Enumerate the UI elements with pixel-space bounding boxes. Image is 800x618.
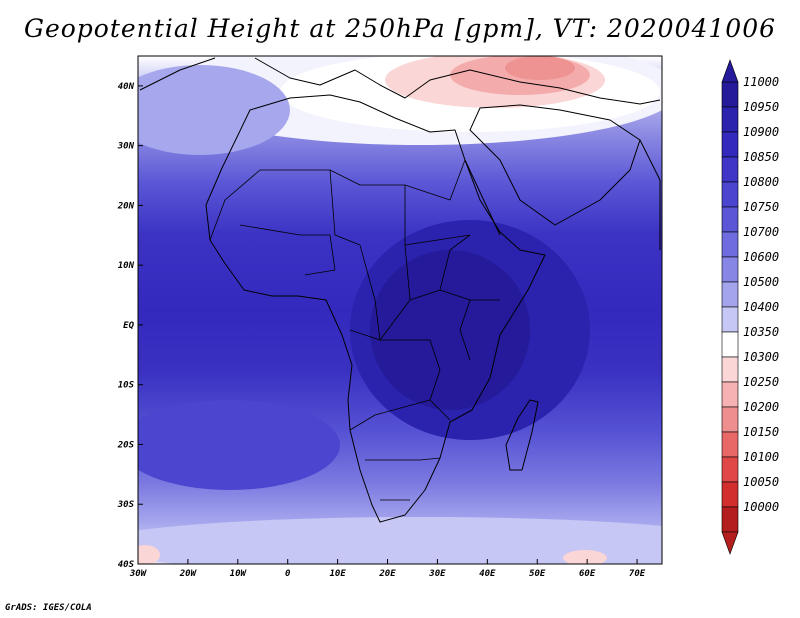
colorbar-label: 11000	[743, 75, 779, 89]
colorbar-label: 10050	[743, 475, 779, 489]
lon-label: 60E	[579, 569, 596, 579]
map-title: Geopotential Height at 250hPa [gpm], VT:…	[23, 14, 777, 43]
colorbar-swatch	[721, 456, 739, 483]
map-field	[138, 56, 662, 564]
colorbar-swatch	[721, 281, 739, 308]
lat-label: EQ	[123, 321, 134, 331]
coastlines	[139, 57, 661, 523]
colorbar-swatch	[721, 256, 739, 283]
colorbar-swatch	[721, 481, 739, 508]
grads-credit: GrADS: IGES/COLA	[5, 603, 92, 613]
lon-label: 50E	[529, 569, 546, 579]
colorbar-label: 10700	[743, 225, 779, 239]
colorbar-swatch	[721, 181, 739, 208]
colorbar-swatch	[721, 431, 739, 458]
colorbar-label: 10850	[743, 150, 779, 164]
field-west-light	[138, 65, 290, 155]
lon-label: 70E	[629, 569, 646, 579]
lat-label: 10S	[118, 381, 135, 391]
colorbar-swatch	[721, 506, 739, 533]
colorbar-label: 10500	[743, 275, 779, 289]
lon-label: 0	[285, 569, 291, 579]
colorbar-label: 10900	[743, 125, 779, 139]
colorbar-swatch	[721, 331, 739, 358]
lon-label: 20E	[378, 569, 396, 579]
colorbar-top-arrow	[721, 59, 739, 83]
colorbar-swatch	[721, 206, 739, 233]
lon-label: 20W	[179, 569, 198, 579]
country-borders	[209, 159, 500, 501]
colorbar-label: 10750	[743, 200, 779, 214]
colorbar-label: 10400	[743, 300, 779, 314]
colorbar-swatch	[721, 406, 739, 433]
colorbar-swatch	[721, 356, 739, 383]
field-core-2	[370, 250, 530, 410]
lon-label: 10W	[230, 569, 248, 579]
colorbar-label: 10950	[743, 100, 779, 114]
europe-coast	[139, 57, 661, 105]
longitude-labels: 30W 20W 10W 0 10E 20E 30E 40E 50E 60E 70E	[129, 559, 646, 579]
lat-label: 30N	[117, 142, 135, 152]
red-sea	[464, 159, 501, 236]
lat-label: 20S	[117, 440, 135, 450]
colorbar-swatch	[721, 156, 739, 183]
latitude-labels: 40N 30N 20N 10N EQ 10S 20S 30S 40S	[117, 82, 143, 570]
madagascar-outline	[505, 399, 539, 471]
colorbar-label: 10150	[743, 425, 779, 439]
colorbar-label: 10350	[743, 325, 779, 339]
colorbar-swatch	[721, 131, 739, 158]
colorbar-label: 10800	[743, 175, 779, 189]
field-south-light	[138, 517, 662, 564]
colorbar-label: 10100	[743, 450, 779, 464]
colorbar-bottom-arrow	[721, 531, 739, 555]
lat-label: 20N	[117, 201, 135, 211]
lat-label: 30S	[117, 500, 135, 510]
arabia-outline	[469, 104, 641, 226]
lon-label: 10E	[329, 569, 346, 579]
india-coast	[639, 139, 661, 250]
field-red-3	[505, 56, 575, 80]
lat-label: 40N	[118, 82, 135, 92]
colorbar-label: 10300	[743, 350, 779, 364]
colorbar: 11000 10950 10900 10850 10800 10750 10700 10600…	[721, 59, 779, 555]
colorbar-swatch	[721, 106, 739, 133]
map-frame	[137, 55, 663, 565]
colorbar-label: 10000	[743, 500, 779, 514]
lon-label: 30E	[428, 569, 446, 579]
field-sw-red	[138, 545, 160, 564]
colorbar-label: 10200	[743, 400, 779, 414]
colorbar-swatch	[721, 81, 739, 108]
colorbar-label: 10250	[743, 375, 779, 389]
field-south-lobe	[138, 400, 340, 490]
colorbar-swatch	[721, 231, 739, 258]
lon-label: 40E	[479, 569, 496, 579]
lat-label: 40S	[118, 560, 135, 570]
field-south-red	[563, 550, 607, 564]
africa-outline	[205, 94, 546, 523]
lat-label: 10N	[118, 261, 135, 271]
colorbar-swatch	[721, 381, 739, 408]
colorbar-label: 10600	[743, 250, 779, 264]
colorbar-swatch	[721, 306, 739, 333]
lon-label: 30W	[129, 569, 148, 579]
